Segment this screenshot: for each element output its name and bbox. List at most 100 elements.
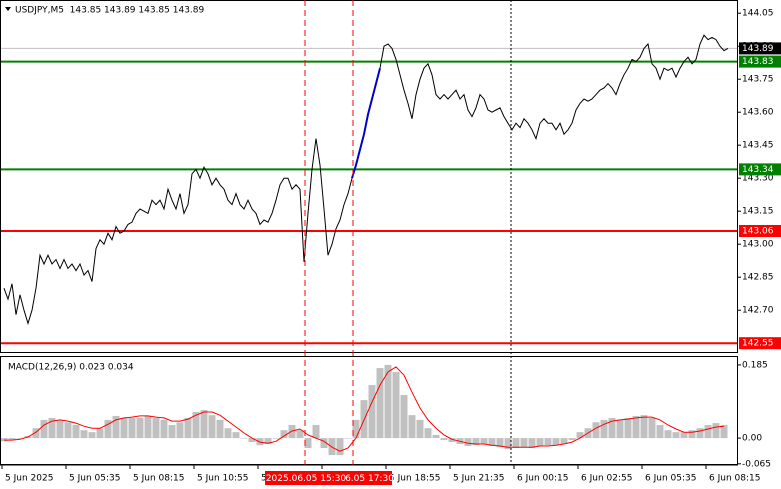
macd-bar <box>696 428 704 439</box>
main-frame <box>0 0 738 353</box>
macd-bar <box>504 438 512 450</box>
level-label-box <box>739 337 781 350</box>
macd-bar <box>64 422 72 439</box>
y-tick-label: 143.75 <box>742 75 774 85</box>
macd-bar <box>480 438 488 445</box>
macd-bar <box>616 419 624 439</box>
macd-bar <box>488 438 496 447</box>
macd-bar <box>568 438 576 441</box>
macd-bar <box>168 425 176 439</box>
macd-bar <box>544 438 552 446</box>
macd-bar <box>56 419 64 439</box>
macd-bar <box>496 438 504 448</box>
y-tick-label: 143.60 <box>742 108 774 118</box>
macd-bar <box>464 438 472 447</box>
marker-label: 2025.06.05 15:30 <box>266 474 347 484</box>
x-tick-label: 6 Jun 00:15 <box>517 474 568 484</box>
x-tick-label: 5 Jun 10:55 <box>197 474 248 484</box>
level-label-box <box>739 225 781 237</box>
macd-bar <box>240 438 248 439</box>
y-tick-label: 144.05 <box>742 9 774 19</box>
level-label: 143.83 <box>742 57 774 67</box>
macd-bar <box>96 428 104 439</box>
y-tick-label: 142.85 <box>742 273 774 283</box>
macd-bar <box>368 385 376 439</box>
axis-layer: 144.05143.90143.75143.60143.45143.30143.… <box>0 9 781 469</box>
level-label: 143.34 <box>742 165 774 175</box>
x-tick-label: 6 Jun 05:35 <box>645 474 696 484</box>
macd-bar <box>440 438 448 441</box>
chart-title: USDJPY,M5 143.85 143.89 143.85 143.89 <box>15 6 205 16</box>
macd-bar <box>80 430 88 439</box>
macd-bar <box>608 417 616 439</box>
macd-bar <box>208 415 216 439</box>
price-line <box>351 67 381 179</box>
macd-bar <box>384 364 392 439</box>
macd-bar <box>424 428 432 439</box>
macd-bar <box>632 415 640 439</box>
macd-bar <box>48 417 56 439</box>
y-tick-label: 143.30 <box>742 174 774 184</box>
macd-bar <box>128 417 136 439</box>
macd-bar <box>576 432 584 439</box>
macd-bar <box>112 415 120 439</box>
macd-bar <box>472 438 480 446</box>
macd-bar <box>672 432 680 439</box>
x-tick-label: 5 Jun 2025 <box>5 474 53 484</box>
macd-bar <box>528 438 536 448</box>
macd-bar <box>32 428 40 439</box>
macd-bar <box>592 422 600 439</box>
macd-bar <box>120 417 128 439</box>
level-label-box <box>739 42 781 55</box>
macd-bar <box>720 425 728 439</box>
macd-bar <box>432 434 440 439</box>
y-tick-label: 143.15 <box>742 207 774 217</box>
macd-bar <box>664 430 672 439</box>
macd-bar <box>640 415 648 439</box>
macd-bar <box>408 415 416 439</box>
level-label-box <box>739 163 781 176</box>
menu-arrow <box>5 7 11 11</box>
x-tick-label: 5 Jun 21:35 <box>453 474 504 484</box>
macd-bar <box>680 432 688 439</box>
macd-bar <box>224 428 232 439</box>
level-label: 143.89 <box>742 44 774 54</box>
y-tick-label: 143.00 <box>742 240 774 250</box>
x-tick-label: 5 Jun 18:55 <box>389 474 440 484</box>
macd-bar <box>272 438 280 439</box>
macd-bar <box>320 438 328 448</box>
macd-bar <box>656 425 664 439</box>
macd-bar <box>216 419 224 439</box>
macd-bar <box>160 419 168 439</box>
macd-bar <box>40 419 48 439</box>
macd-bar <box>104 419 112 439</box>
marker-box <box>347 471 392 485</box>
macd-bar <box>16 438 24 439</box>
marker-label: 6.05 17:30 <box>345 474 394 484</box>
macd-title: MACD(12,26,9) 0.023 0.034 <box>8 363 134 373</box>
marker-box <box>265 471 347 485</box>
macd-bar <box>512 438 520 448</box>
macd-bar <box>344 438 352 439</box>
macd-bar <box>552 438 560 446</box>
macd-bar <box>264 438 272 445</box>
macd-bar <box>400 394 408 439</box>
x-tick-label: 5 Jun 05:35 <box>69 474 120 484</box>
y-tick-label: 143.45 <box>742 141 774 151</box>
y-tick-label: -0.065 <box>742 459 771 469</box>
macd-bar <box>88 432 96 439</box>
macd-bar <box>520 438 528 448</box>
macd-bar <box>624 417 632 439</box>
macd-bar <box>376 368 384 439</box>
y-tick-label: 0.00 <box>742 434 762 444</box>
level-label-box <box>739 55 781 68</box>
price-line <box>3 34 729 326</box>
macd-bar <box>152 417 160 439</box>
signal-line <box>4 366 725 452</box>
macd-bar <box>392 372 400 439</box>
macd-bar <box>304 438 312 448</box>
macd-bar <box>536 438 544 447</box>
macd-bar <box>416 419 424 439</box>
